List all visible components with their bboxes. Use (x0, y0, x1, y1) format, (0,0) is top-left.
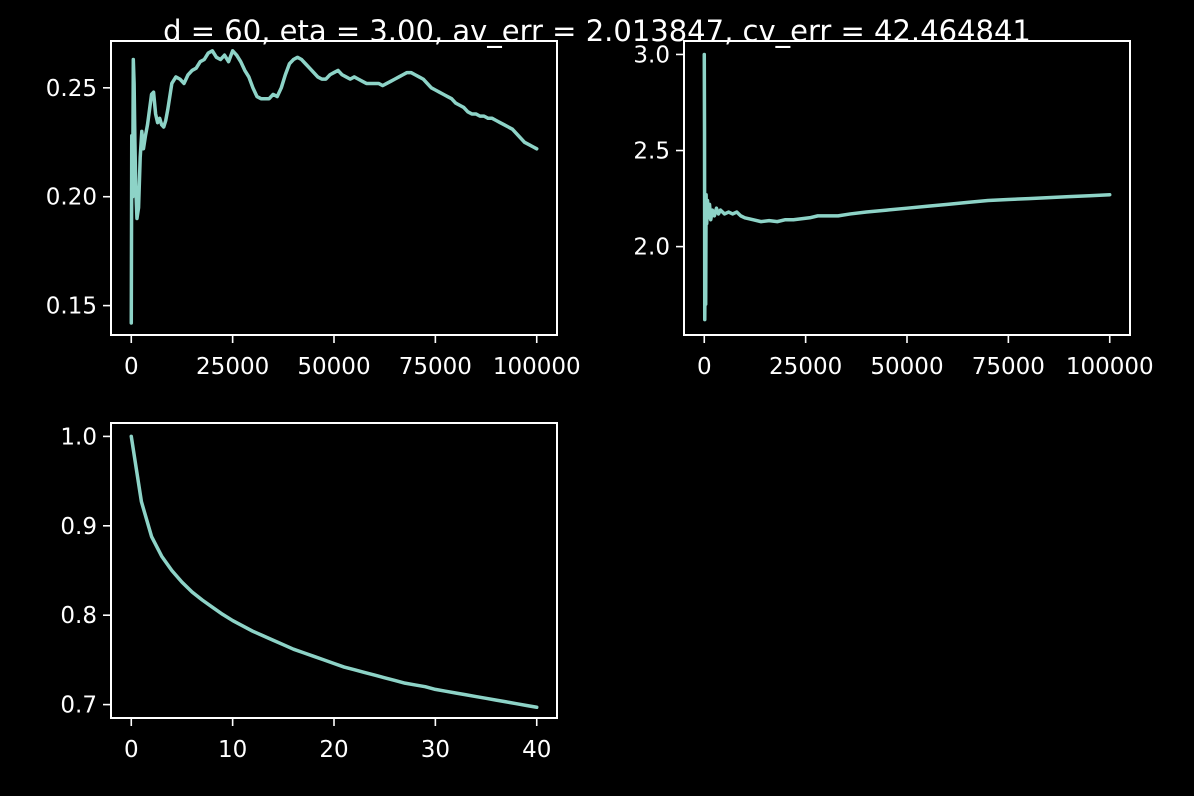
axes-3-xtick-label-3: 20 (319, 737, 348, 763)
axes-1-xtick-label-2: 25000 (196, 354, 269, 380)
axes-3-ytick-label-4: 1.0 (60, 424, 97, 450)
axes-2-ytick-label-1: 2.0 (633, 235, 670, 261)
axes-1-series-1-line (129, 49, 539, 325)
axes-2-xtick-label-3: 50000 (870, 354, 943, 380)
figure-title: d = 60, eta = 3.00, av_err = 2.013847, c… (163, 14, 1031, 48)
axes-1: 0 25000 50000 75000 100000 0.15 0.20 0.25 (46, 40, 581, 380)
axes-layer: 0 25000 50000 75000 100000 0.15 0.20 0.25 0 25000… (46, 40, 1154, 763)
axes-3: 0 10 20 30 40 0.7 0.8 0.9 1.0 (60, 422, 558, 763)
axes-1-ytick-label-1: 0.15 (46, 294, 97, 320)
axes-2-xtick-label-5: 100000 (1066, 354, 1154, 380)
axes-3-xtick-label-2: 10 (218, 737, 247, 763)
axes-3-ytick-label-1: 0.7 (60, 693, 97, 719)
axes-2-series-1-line (702, 52, 1112, 322)
axes-3-xtick-label-5: 40 (522, 737, 551, 763)
axes-3-ytick-label-3: 0.9 (60, 514, 97, 540)
axes-2-xtick-label-4: 75000 (972, 354, 1045, 380)
axes-2-xtick-label-1: 0 (697, 354, 712, 380)
axes-1-ytick-label-3: 0.25 (46, 76, 97, 102)
axes-3-ytick-label-2: 0.8 (60, 603, 97, 629)
axes-2-xtick-label-2: 25000 (769, 354, 842, 380)
axes-1-ytick-label-2: 0.20 (46, 185, 97, 211)
axes-2-ytick-label-3: 3.0 (633, 42, 670, 68)
axes-2-ytick-label-2: 2.5 (633, 139, 670, 165)
axes-1-xtick-label-5: 100000 (493, 354, 581, 380)
axes-3-xtick-label-1: 0 (124, 737, 139, 763)
axes-2: 0 25000 50000 75000 100000 2.0 2.5 3.0 (633, 40, 1154, 380)
axes-1-xtick-label-4: 75000 (399, 354, 472, 380)
axes-3-series-1-line (129, 434, 539, 710)
axes-3-xtick-label-4: 30 (421, 737, 450, 763)
axes-1-xtick-label-1: 0 (124, 354, 139, 380)
axes-1-xtick-label-3: 50000 (297, 354, 370, 380)
